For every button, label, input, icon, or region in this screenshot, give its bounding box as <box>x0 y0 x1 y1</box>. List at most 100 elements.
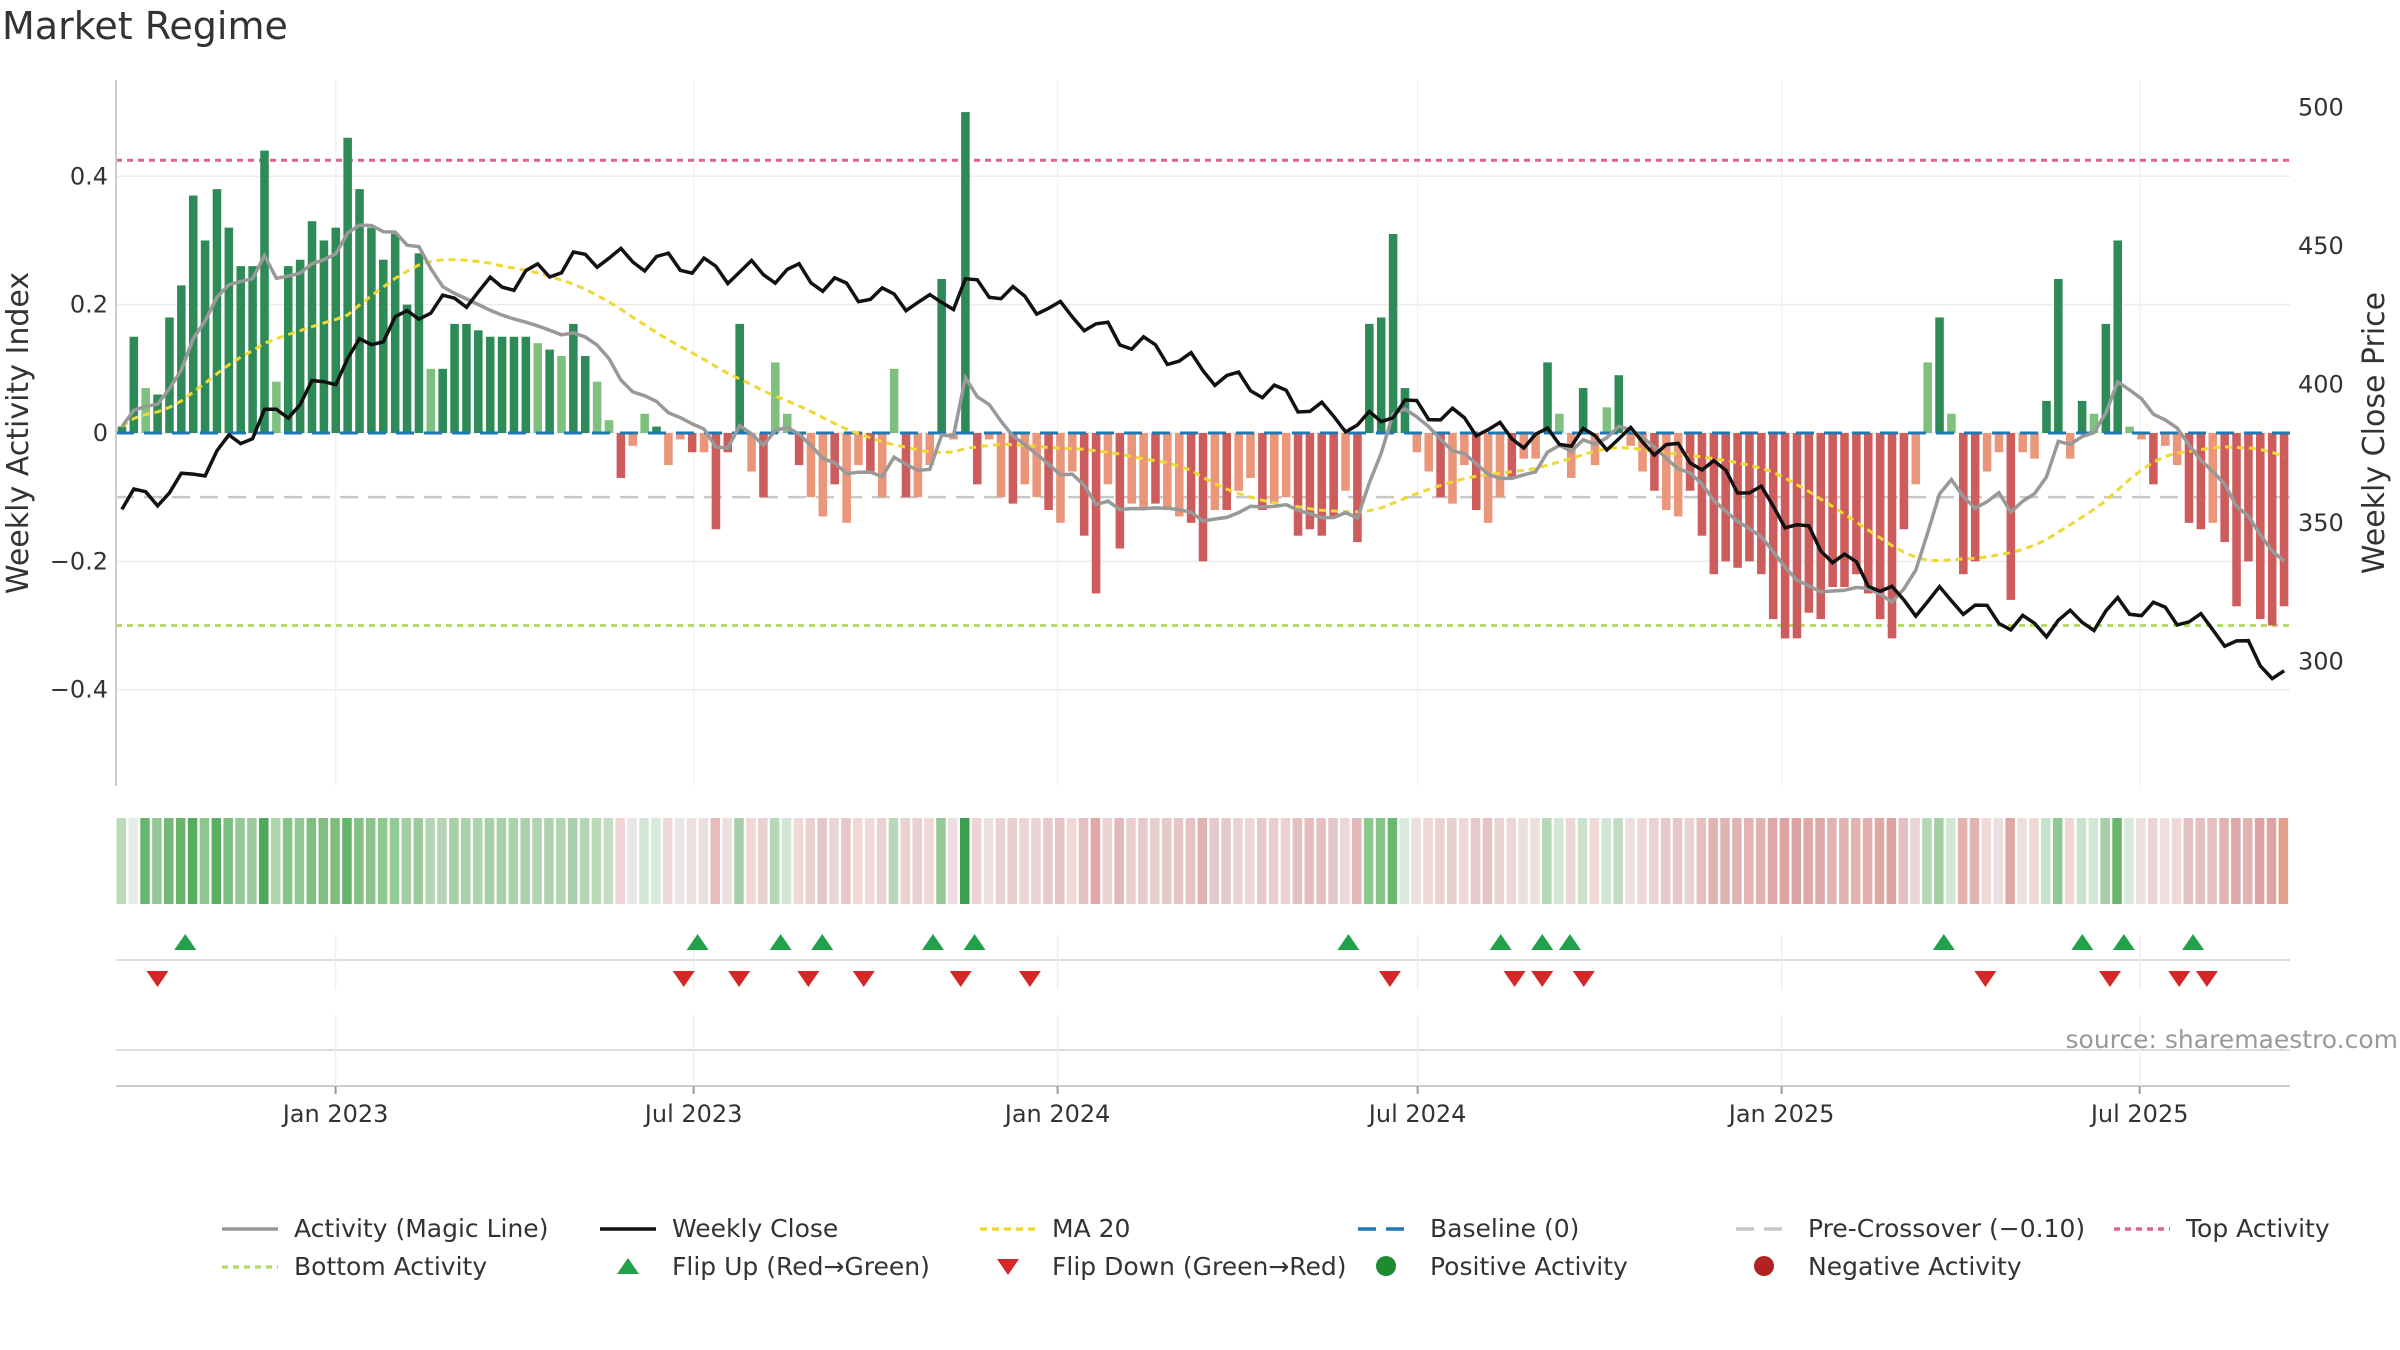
activity-bar <box>545 349 554 433</box>
x-tick-label: Jan 2024 <box>1003 1100 1111 1128</box>
regime-cell <box>1482 818 1493 904</box>
regime-cell <box>1221 818 1231 904</box>
regime-cell <box>1779 818 1790 904</box>
regime-cell <box>1518 818 1528 904</box>
weekly-close-line <box>120 245 2286 681</box>
regime-cell <box>496 818 507 904</box>
activity-bar <box>2006 433 2016 600</box>
regime-cell <box>413 818 423 904</box>
legend-item-bottom: Bottom Activity <box>222 1252 487 1281</box>
regime-cell <box>532 818 542 904</box>
flip-up-marker <box>686 934 709 950</box>
activity-bar <box>1008 433 1018 504</box>
regime-cell <box>1648 818 1659 904</box>
regime-cell <box>936 818 946 904</box>
regime-cell <box>1744 818 1754 904</box>
activity-bar <box>877 433 887 498</box>
activity-bar <box>1448 433 1457 504</box>
activity-bar <box>961 112 970 433</box>
regime-cell <box>1268 818 1279 904</box>
regime-cell <box>853 818 863 904</box>
activity-bar <box>830 433 840 485</box>
activity-bar <box>438 368 447 433</box>
regime-cell <box>876 818 887 904</box>
regime-cell <box>948 818 958 904</box>
legend-item-ma: MA 20 <box>980 1214 1130 1243</box>
activity-bar <box>628 433 638 446</box>
activity-bar <box>1281 433 1291 498</box>
activity-bar <box>699 433 709 453</box>
activity-bar <box>1911 433 1921 485</box>
regime-cell <box>1375 818 1386 904</box>
regime-cell <box>2029 818 2039 904</box>
activity-bar <box>248 266 257 433</box>
legend-label: Pre-Crossover (−0.10) <box>1808 1214 2085 1243</box>
activity-bar <box>367 227 376 433</box>
activity-bar <box>1341 433 1350 491</box>
regime-cell <box>1126 818 1136 904</box>
regime-cell <box>116 818 127 904</box>
y-tick-label: −0.4 <box>50 676 108 704</box>
activity-bar <box>117 426 127 433</box>
regime-cell <box>1494 818 1505 904</box>
flip-up-marker <box>1531 934 1554 950</box>
regime-cell <box>2159 818 2170 904</box>
flip-down-marker <box>728 971 751 987</box>
regime-cell <box>449 818 459 904</box>
legend-item-flip-up: Flip Up (Red→Green) <box>617 1252 930 1281</box>
activity-bar <box>664 433 673 466</box>
regime-cell <box>1839 818 1849 904</box>
activity-bar <box>1875 433 1885 620</box>
regime-cell <box>306 818 317 904</box>
activity-bar <box>1186 433 1196 523</box>
regime-cell <box>1874 818 1885 904</box>
activity-bar <box>889 368 899 433</box>
flip-down-marker <box>2098 971 2121 987</box>
regime-cell <box>805 818 816 904</box>
regime-cell <box>1351 818 1362 904</box>
y2-tick-label: 300 <box>2298 647 2344 675</box>
regime-cell <box>888 818 899 904</box>
activity-bar <box>1614 375 1624 433</box>
legend-swatch <box>997 1259 1019 1275</box>
regime-cell <box>1660 818 1671 904</box>
source-label: source: sharemaestro.com <box>2066 1025 2399 1054</box>
activity-bar <box>1531 433 1540 459</box>
regime-cell <box>1161 818 1172 904</box>
activity-bar <box>592 381 602 433</box>
regime-cell <box>686 818 697 904</box>
regime-cell <box>2219 818 2229 904</box>
activity-bar <box>2054 278 2063 433</box>
regime-cell <box>2017 818 2027 904</box>
regime-cell <box>639 818 649 904</box>
regime-cell <box>1233 818 1243 904</box>
activity-bar <box>1424 433 1433 472</box>
regime-cell <box>1862 818 1873 904</box>
regime-cell <box>1090 818 1101 904</box>
activity-bar <box>1650 433 1659 491</box>
regime-cell <box>841 818 851 904</box>
activity-bar <box>925 433 935 466</box>
flip-down-marker <box>1018 971 1041 987</box>
legend-item-pre: Pre-Crossover (−0.10) <box>1736 1214 2085 1243</box>
activity-bar <box>153 394 162 433</box>
regime-cell <box>437 818 447 904</box>
regime-cell <box>1363 818 1374 904</box>
activity-bar <box>676 433 685 440</box>
regime-cell <box>1672 818 1683 904</box>
activity-bar <box>1353 433 1362 543</box>
regime-cell <box>1114 818 1124 904</box>
regime-cell <box>1922 818 1932 904</box>
activity-bar <box>2018 433 2027 453</box>
regime-cell <box>342 818 352 904</box>
legend-item-pos-dot: Positive Activity <box>1376 1252 1628 1281</box>
activity-bar <box>1602 407 1612 433</box>
x-tick-label: Jul 2025 <box>2089 1100 2189 1128</box>
activity-bar <box>331 227 341 433</box>
regime-cell <box>1435 818 1445 904</box>
y2-tick-label: 450 <box>2298 232 2344 260</box>
activity-bar <box>1163 433 1172 511</box>
y-tick-label: 0 <box>93 419 108 447</box>
regime-cell <box>781 818 792 904</box>
regime-cell <box>1470 818 1481 904</box>
